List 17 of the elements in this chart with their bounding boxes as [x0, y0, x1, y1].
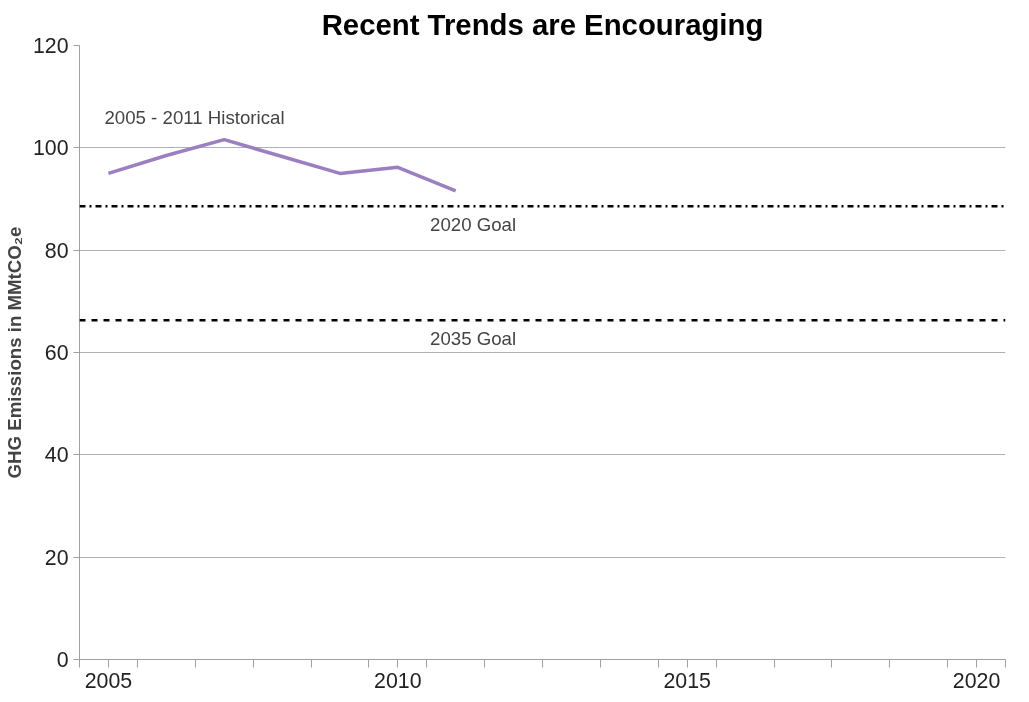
- ref-line-label: 2035 Goal: [430, 328, 517, 350]
- line-series: [106, 137, 458, 193]
- x-tick-label: 2015: [663, 668, 711, 693]
- x-tick-label: 2020: [952, 668, 1001, 693]
- chart-title: Recent Trends are Encouraging: [321, 7, 764, 41]
- y-tick-label: 20: [44, 545, 69, 570]
- x-tick-label: 2005: [84, 668, 133, 693]
- y-axis-title: GHG Emissions in MMtCO₂e: [3, 226, 25, 479]
- y-tick-label: 120: [32, 34, 69, 58]
- y-tick-label: 80: [44, 238, 69, 263]
- y-tick-label: 100: [32, 136, 69, 161]
- x-tick-label: 2010: [374, 668, 422, 693]
- y-tick-label: 60: [44, 341, 69, 365]
- y-tick-label: 0: [56, 648, 69, 672]
- y-tick-label: 40: [44, 443, 69, 468]
- ref-line-label: 2020 Goal: [430, 214, 517, 236]
- series-label: 2005 - 2011 Historical: [104, 106, 285, 128]
